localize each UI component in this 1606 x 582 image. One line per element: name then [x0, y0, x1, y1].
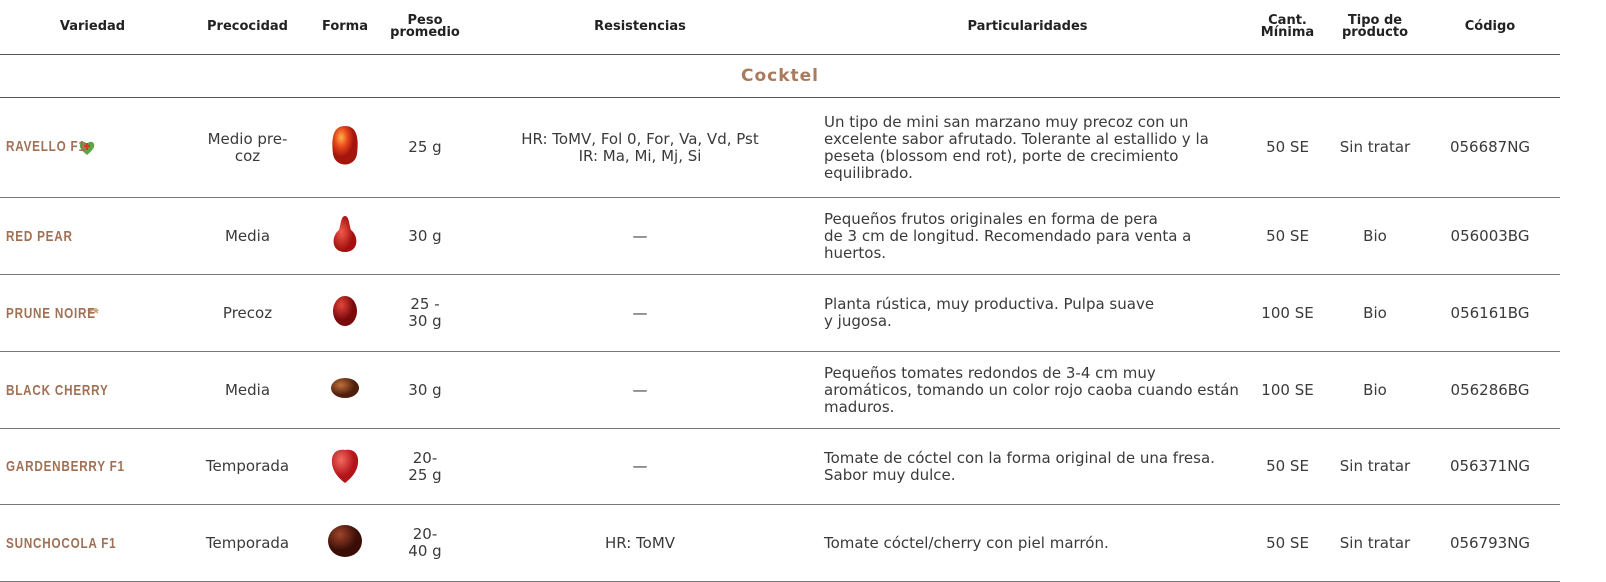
variety-row: PRUNE NOIRE** Precoz 25 - 30 g — Planta rúst…: [0, 274, 1560, 352]
product-type: Sin tratar: [1330, 504, 1420, 582]
code: 056371NG: [1420, 428, 1560, 505]
column-header: Código: [1420, 0, 1560, 55]
shape-cell: [310, 97, 380, 198]
weight: 25 g: [380, 97, 470, 198]
features: Un tipo de mini san marzano muy precoz c…: [810, 97, 1245, 198]
variety-name: BLACK CHERRY: [6, 381, 109, 399]
min-quantity: 50 SE: [1245, 428, 1330, 505]
product-type: Bio: [1330, 197, 1420, 275]
precocity: Media: [185, 197, 310, 275]
product-type: Bio: [1330, 274, 1420, 352]
column-header: Peso promedio: [380, 0, 470, 55]
fruit-shape: [331, 378, 359, 398]
variety-name: PRUNE NOIRE: [6, 304, 96, 322]
column-header: Variedad: [0, 0, 185, 55]
features: Planta rústica, muy productiva. Pulpa su…: [810, 274, 1245, 352]
variety-cell: GARDENBERRY F1: [0, 428, 185, 505]
precocity: Temporada: [185, 428, 310, 505]
shape-cell: [310, 197, 380, 275]
header-row: Variedad Precocidad Forma Peso promedio Resi…: [0, 0, 1560, 55]
code: 056161BG: [1420, 274, 1560, 352]
shape-cell: [310, 428, 380, 505]
section-title: Cocktel: [0, 54, 1560, 98]
features: Pequeños tomates redondos de 3-4 cm muy …: [810, 351, 1245, 429]
weight: 20- 25 g: [380, 428, 470, 505]
code: 056286BG: [1420, 351, 1560, 429]
column-header: Cant. Mínima: [1245, 0, 1330, 55]
min-quantity: 50 SE: [1245, 97, 1330, 198]
features: Pequeños frutos originales en forma de p…: [810, 197, 1245, 275]
weight: 25 - 30 g: [380, 274, 470, 352]
min-quantity: 100 SE: [1245, 274, 1330, 352]
section-row: Cocktel: [0, 54, 1560, 98]
variety-row: RAVELLO F1 Medio pre- coz 25 g HR: ToMV, Fo…: [0, 97, 1560, 198]
product-type: Sin tratar: [1330, 428, 1420, 505]
min-quantity: 100 SE: [1245, 351, 1330, 429]
variety-cell: BLACK CHERRY: [0, 351, 185, 429]
precocity: Medio pre- coz: [185, 97, 310, 198]
shape-cell: [310, 351, 380, 429]
resistances: —: [470, 274, 810, 352]
variety-cell: RAVELLO F1: [0, 97, 185, 198]
min-quantity: 50 SE: [1245, 197, 1330, 275]
column-header: Precocidad: [185, 0, 310, 55]
resistances: —: [470, 197, 810, 275]
resistances: —: [470, 351, 810, 429]
product-type: Sin tratar: [1330, 97, 1420, 198]
features: Tomate cóctel/cherry con piel marrón.: [810, 504, 1245, 582]
min-quantity: 50 SE: [1245, 504, 1330, 582]
variety-row: BLACK CHERRY Media 30 g — Pequeños tomates r…: [0, 351, 1560, 429]
variety-name: GARDENBERRY F1: [6, 458, 125, 475]
weight: 30 g: [380, 351, 470, 429]
variety-name: SUNCHOCOLA F1: [6, 534, 117, 552]
resistances: —: [470, 428, 810, 505]
column-header: Particularidades: [810, 0, 1245, 55]
fruit-shape: [333, 296, 357, 326]
resistances: HR: ToMV: [470, 504, 810, 582]
variety-mark: **: [87, 304, 99, 322]
table-body: Cocktel RAVELLO F1 Medio pre- coz 25 g HR: T…: [0, 54, 1560, 582]
column-header: Forma: [310, 0, 380, 55]
features: Tomate de cóctel con la forma original d…: [810, 428, 1245, 505]
shape-cell: [310, 504, 380, 582]
weight: 20- 40 g: [380, 504, 470, 582]
shape-cell: [310, 274, 380, 352]
precocity: Precoz: [185, 274, 310, 352]
fruit-shape: [328, 525, 362, 557]
product-type: Bio: [1330, 351, 1420, 429]
fruit-shape: [331, 449, 359, 483]
fruit-shape: [333, 216, 357, 252]
fruit-shape: [332, 125, 358, 164]
code: 056003BG: [1420, 197, 1560, 275]
variety-name: RAVELLO F1: [6, 138, 86, 156]
code: 056793NG: [1420, 504, 1560, 582]
variety-table: Variedad Precocidad Forma Peso promedio Resi…: [0, 0, 1560, 582]
variety-row: RED PEAR Media 30 g — Pequeños frutos origin…: [0, 197, 1560, 275]
column-header: Tipo de producto: [1330, 0, 1420, 55]
variety-name: RED PEAR: [6, 227, 73, 245]
variety-cell: RED PEAR: [0, 197, 185, 275]
resistances: HR: ToMV, Fol 0, For, Va, Vd, Pst IR: Ma…: [470, 97, 810, 198]
variety-cell: PRUNE NOIRE**: [0, 274, 185, 352]
variety-row: GARDENBERRY F1 Temporada 20- 25 g — Tomate d…: [0, 428, 1560, 505]
variety-cell: SUNCHOCOLA F1: [0, 504, 185, 582]
variety-row: SUNCHOCOLA F1 Temporada 20- 40 g HR: ToMV To…: [0, 504, 1560, 582]
column-header: Resistencias: [470, 0, 810, 55]
code: 056687NG: [1420, 97, 1560, 198]
precocity: Temporada: [185, 504, 310, 582]
weight: 30 g: [380, 197, 470, 275]
precocity: Media: [185, 351, 310, 429]
